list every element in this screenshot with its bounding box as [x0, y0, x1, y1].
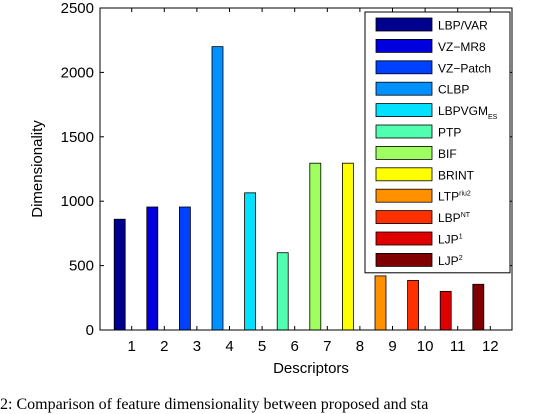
y-tick-label: 500 [69, 258, 94, 275]
legend-label: BIF [438, 147, 457, 161]
legend-swatch [375, 188, 433, 203]
legend-label: LBP/VAR [438, 19, 488, 33]
x-tick-label: 4 [225, 338, 233, 355]
legend-swatch [375, 252, 433, 267]
x-tick-label: 11 [450, 338, 466, 355]
x-tick-label: 3 [193, 338, 201, 355]
x-tick-label: 8 [356, 338, 364, 355]
legend-swatch [375, 124, 433, 139]
bar-5 [244, 192, 257, 331]
bar-6 [276, 252, 289, 331]
x-axis-ticks: 1 2 3 4 5 6 7 8 9 10 11 12 [128, 8, 499, 355]
y-tick-label: 1000 [61, 193, 94, 210]
bar-9 [374, 275, 387, 331]
legend-swatch [375, 231, 433, 246]
legend-label: LJP2 [438, 254, 463, 268]
x-tick-label: 6 [291, 338, 299, 355]
legend-label: CLBP [438, 83, 469, 97]
legend-swatch [375, 210, 433, 225]
x-axis-label: Descriptors [273, 360, 349, 377]
bars-group [113, 46, 485, 331]
figure-caption: 2: Comparison of feature dimensionality … [0, 396, 429, 413]
x-tick-label: 9 [388, 338, 396, 355]
y-axis-ticks: 0 500 1000 1500 2000 2500 [61, 0, 512, 339]
legend-swatch [375, 60, 433, 75]
legend-label: LBPNT [438, 211, 471, 225]
legend-swatch [375, 103, 433, 117]
x-tick-label: 5 [258, 338, 266, 355]
y-tick-label: 2000 [61, 64, 94, 81]
x-tick-label: 1 [128, 338, 136, 355]
y-axis-label: Dimensionality [29, 120, 46, 218]
x-tick-label: 10 [417, 338, 434, 355]
legend: LBP/VAR VZ−MR8 VZ−Patch CLBP LBPVGMES PTP BIF B… [364, 11, 511, 274]
legend-swatch [375, 167, 433, 182]
bar-1 [113, 218, 126, 331]
bar-7 [309, 162, 322, 331]
x-tick-label: 2 [160, 338, 168, 355]
x-tick-label: 7 [323, 338, 331, 355]
legend-swatch [375, 81, 433, 96]
legend-label: LTPriu2 [438, 190, 471, 204]
bar-8 [341, 162, 354, 331]
y-tick-label: 1500 [61, 129, 94, 146]
y-tick-label: 2500 [61, 0, 94, 17]
legend-box [364, 11, 511, 274]
bar-3 [178, 206, 191, 331]
bar-2 [146, 206, 159, 331]
legend-label: VZ−MR8 [438, 40, 486, 54]
legend-label: BRINT [438, 168, 475, 182]
y-tick-label: 0 [86, 322, 94, 339]
legend-label: VZ−Patch [438, 61, 491, 75]
legend-swatch [375, 39, 433, 53]
legend-swatch [375, 17, 433, 32]
plot-frame [99, 7, 513, 331]
bar-4 [211, 46, 224, 331]
bar-10 [407, 280, 420, 331]
bar-11 [439, 290, 452, 331]
legend-label: PTP [438, 126, 461, 140]
x-tick-label: 12 [482, 338, 499, 355]
legend-label: LBPVGMES [438, 104, 498, 121]
legend-swatch [375, 145, 433, 160]
bar-12 [472, 283, 485, 331]
legend-label: LJP1 [438, 233, 463, 247]
